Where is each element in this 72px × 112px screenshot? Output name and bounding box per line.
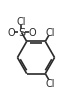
Text: O: O <box>28 28 36 38</box>
Text: S: S <box>18 28 25 38</box>
Text: Cl: Cl <box>46 78 55 88</box>
Text: Cl: Cl <box>17 17 26 27</box>
Text: O: O <box>7 28 15 38</box>
Text: Cl: Cl <box>46 28 55 38</box>
